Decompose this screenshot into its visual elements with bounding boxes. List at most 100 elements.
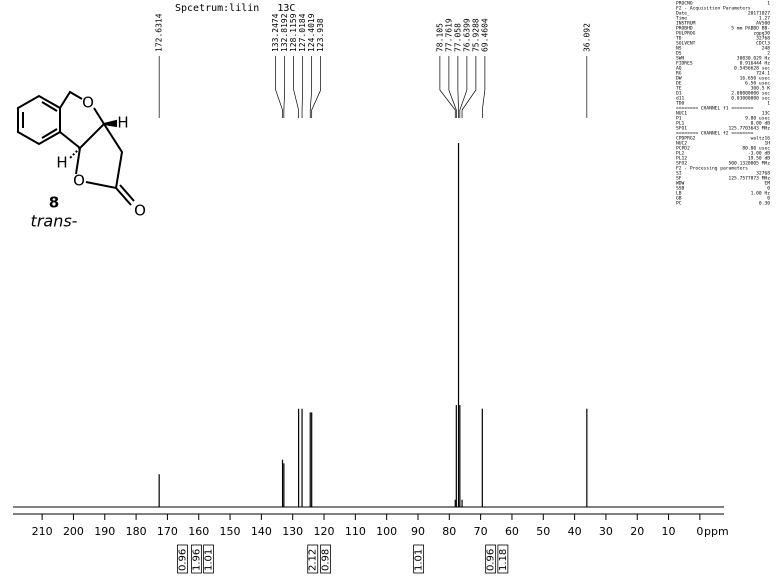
parameter-key: LB bbox=[676, 191, 682, 197]
parameter-key: PROBHD bbox=[676, 26, 693, 32]
parameter-value: 16.650 usec bbox=[740, 76, 771, 82]
x-tick-label: 80 bbox=[442, 525, 456, 538]
parameter-key: Time bbox=[676, 16, 687, 22]
parameter-key: d11 bbox=[676, 96, 685, 102]
parameter-key: SSB bbox=[676, 186, 685, 192]
peak-label: 75.9288 bbox=[471, 18, 480, 52]
parameter-key: WDW bbox=[676, 181, 685, 187]
parameter-key: Date_ bbox=[676, 11, 690, 17]
parameter-value: 19.50 dB bbox=[748, 156, 770, 162]
x-tick-label: 190 bbox=[94, 525, 115, 538]
parameter-key: GB bbox=[676, 196, 682, 202]
integral-box bbox=[203, 544, 214, 574]
parameter-value: 0.916444 Hz bbox=[740, 61, 771, 67]
peak-label: 133.2474 bbox=[271, 13, 280, 52]
parameter-value: 30030.029 Hz bbox=[737, 56, 770, 62]
x-tick-label: 40 bbox=[568, 525, 582, 538]
peak-label: 128.1159 bbox=[289, 13, 298, 52]
parameter-key: TD0 bbox=[676, 101, 685, 107]
integral-label: 1.01 bbox=[414, 549, 425, 571]
parameter-value: 500.1320005 MHz bbox=[729, 161, 771, 167]
parameter-key: TD bbox=[676, 36, 682, 42]
x-tick-label: 150 bbox=[220, 525, 241, 538]
parameter-key: PL2 bbox=[676, 151, 685, 157]
peak-label: 123.938 bbox=[316, 18, 325, 52]
peak-label: 124.4019 bbox=[307, 13, 316, 52]
parameter-key: PL12 bbox=[676, 156, 687, 162]
parameter-key: NUC1 bbox=[676, 111, 687, 117]
parameter-value: waltz16 bbox=[751, 136, 771, 142]
parameter-key: SWH bbox=[676, 56, 685, 62]
x-tick-label: 210 bbox=[32, 525, 53, 538]
parameter-key: INSTRUM bbox=[676, 21, 696, 27]
integral-label: 2.12 bbox=[308, 549, 319, 571]
isomer-label: trans- bbox=[31, 212, 78, 231]
integral-box bbox=[177, 544, 188, 574]
parameter-key: CPDPRG2 bbox=[676, 136, 696, 142]
x-tick-label: 70 bbox=[474, 525, 488, 538]
x-tick-label: 140 bbox=[251, 525, 272, 538]
atom-label: H bbox=[56, 154, 67, 172]
x-tick-label: 0 bbox=[696, 525, 703, 538]
x-tick-label: 20 bbox=[630, 525, 644, 538]
compound-number: 8 bbox=[49, 194, 59, 212]
parameter-value: EM bbox=[764, 181, 770, 187]
x-tick-label: 180 bbox=[126, 525, 147, 538]
x-tick-label: 100 bbox=[376, 525, 397, 538]
peak-label: 36.092 bbox=[582, 23, 591, 52]
parameter-key: SI bbox=[676, 171, 682, 177]
integral-label: 1.18 bbox=[498, 549, 509, 571]
x-tick-label: 90 bbox=[411, 525, 425, 538]
parameter-value: 125.7577873 MHz bbox=[729, 176, 771, 182]
peak-label-line bbox=[309, 56, 313, 118]
integral-box bbox=[413, 544, 425, 574]
parameter-key: DS bbox=[676, 51, 682, 57]
bond bbox=[75, 147, 81, 175]
double-bond bbox=[41, 128, 58, 139]
x-tick-label: 50 bbox=[536, 525, 550, 538]
x-tick-label: 30 bbox=[599, 525, 613, 538]
peak-label: 77.7619 bbox=[444, 18, 453, 52]
parameter-value: 2.00000000 sec bbox=[731, 91, 770, 97]
carbonyl-bond bbox=[115, 187, 132, 206]
parameter-value: 1.00 Hz bbox=[751, 191, 771, 197]
peak-label-line bbox=[283, 56, 286, 118]
parameter-key: SF bbox=[676, 176, 682, 182]
x-tick-label: 160 bbox=[188, 525, 209, 538]
peak-label: 76.6399 bbox=[462, 18, 471, 52]
x-tick-label: 130 bbox=[282, 525, 303, 538]
parameter-key: TE bbox=[676, 86, 682, 92]
integral-label: 0.98 bbox=[321, 549, 332, 571]
x-tick-label: 110 bbox=[345, 525, 366, 538]
wedge-bond bbox=[103, 119, 117, 128]
parameter-key: PC bbox=[676, 201, 682, 207]
bond bbox=[85, 123, 124, 190]
parameter-value: 724.1 bbox=[756, 71, 770, 77]
integral-box bbox=[497, 544, 509, 574]
parameter-key: PROCNO bbox=[676, 1, 693, 7]
atom-label: O bbox=[134, 202, 146, 220]
parameter-key: SFO1 bbox=[676, 126, 687, 132]
peak-label-line bbox=[275, 56, 283, 118]
parameter-key: D1 bbox=[676, 91, 682, 97]
parameter-key: PL1 bbox=[676, 121, 685, 127]
x-tick-label: 10 bbox=[662, 525, 676, 538]
atom-label: H bbox=[117, 114, 128, 132]
peak-label: 77.058 bbox=[453, 23, 462, 52]
integral-label: 0.96 bbox=[486, 549, 497, 571]
bond bbox=[59, 90, 83, 109]
parameter-key: PULPROG bbox=[676, 31, 696, 37]
parameter-value: 125.7703643 MHz bbox=[729, 126, 771, 132]
parameter-value: CDCl3 bbox=[756, 41, 770, 47]
parameter-value: AV500 bbox=[756, 21, 770, 27]
parameter-value: 6.50 usec bbox=[745, 81, 770, 87]
integral-label: 1.01 bbox=[203, 549, 214, 571]
peak-label: 127.0184 bbox=[298, 13, 307, 52]
parameter-value: 2 bbox=[767, 51, 770, 57]
parameter-key: SOLVENT bbox=[676, 41, 696, 47]
parameter-value: 0 bbox=[767, 196, 770, 202]
parameter-value: 32768 bbox=[756, 171, 770, 177]
structure bbox=[17, 90, 135, 206]
parameter-value: 0.30 bbox=[759, 201, 770, 207]
